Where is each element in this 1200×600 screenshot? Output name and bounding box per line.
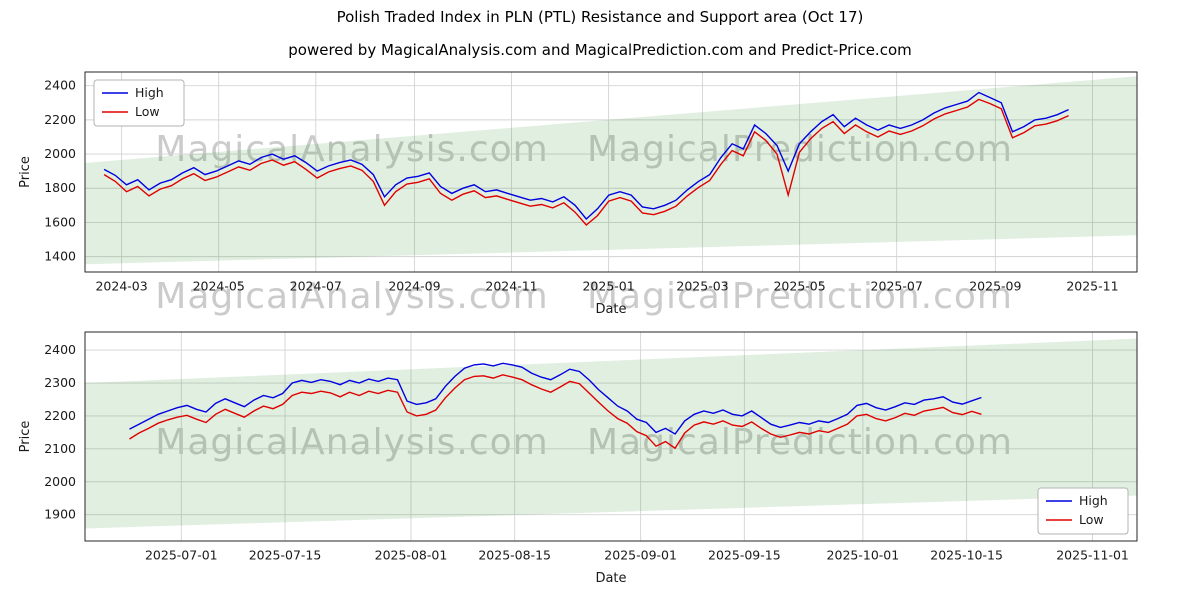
svg-text:2025-03: 2025-03	[676, 279, 728, 294]
svg-text:2025-07-15: 2025-07-15	[249, 548, 322, 563]
top-chart: 2024-03 2024-05 2024-07 2024-09 2024-11 2025-…	[18, 71, 1138, 317]
watermark-text: MagicalPrediction.com	[587, 422, 1013, 463]
svg-text:1800: 1800	[44, 180, 76, 195]
svg-text:1900: 1900	[44, 507, 76, 522]
svg-text:Low: Low	[1079, 512, 1104, 527]
svg-text:2200: 2200	[44, 408, 76, 423]
svg-text:2024-11: 2024-11	[485, 279, 537, 294]
figure-subtitle: powered by MagicalAnalysis.com and Magic…	[288, 41, 912, 59]
svg-text:Date: Date	[595, 571, 626, 586]
svg-text:2025-10-01: 2025-10-01	[827, 548, 900, 563]
svg-text:High: High	[135, 85, 164, 100]
svg-text:2025-09-01: 2025-09-01	[604, 548, 677, 563]
svg-text:2025-09: 2025-09	[969, 279, 1021, 294]
svg-text:2025-08-15: 2025-08-15	[478, 548, 551, 563]
svg-text:2024-09: 2024-09	[388, 279, 440, 294]
svg-text:2025-01: 2025-01	[582, 279, 634, 294]
bottom-chart-plot: 2025-07-01 2025-07-15 2025-08-01 2025-08-15…	[18, 331, 1138, 586]
svg-text:2025-07-01: 2025-07-01	[145, 548, 218, 563]
svg-text:2024-07: 2024-07	[290, 279, 342, 294]
svg-text:2025-10-15: 2025-10-15	[930, 548, 1003, 563]
svg-text:2200: 2200	[44, 112, 76, 127]
svg-text:2300: 2300	[44, 375, 76, 390]
svg-text:Date: Date	[595, 302, 626, 317]
svg-text:1400: 1400	[44, 249, 76, 264]
svg-text:2100: 2100	[44, 441, 76, 456]
svg-text:2000: 2000	[44, 474, 76, 489]
svg-text:2024-05: 2024-05	[193, 279, 245, 294]
svg-text:2024-03: 2024-03	[95, 279, 147, 294]
bottom-chart: 2025-07-01 2025-07-15 2025-08-01 2025-08-15…	[18, 331, 1138, 586]
svg-text:Price: Price	[18, 156, 33, 188]
watermark-text: MagicalAnalysis.com	[155, 129, 549, 170]
svg-text:1600: 1600	[44, 214, 76, 229]
figure-title: Polish Traded Index in PLN (PTL) Resista…	[336, 8, 864, 26]
watermark-text: MagicalAnalysis.com	[155, 422, 549, 463]
svg-text:2400: 2400	[44, 342, 76, 357]
svg-text:2025-11-01: 2025-11-01	[1056, 548, 1129, 563]
svg-text:2025-09-15: 2025-09-15	[708, 548, 781, 563]
svg-text:High: High	[1079, 493, 1108, 508]
watermark-text: MagicalPrediction.com	[587, 276, 1013, 317]
svg-text:2025-05: 2025-05	[773, 279, 825, 294]
watermark-text: MagicalAnalysis.com	[155, 276, 549, 317]
svg-text:2400: 2400	[44, 78, 76, 93]
top-chart-plot: 2024-03 2024-05 2024-07 2024-09 2024-11 2025-…	[18, 71, 1138, 317]
svg-text:2025-07: 2025-07	[871, 279, 923, 294]
svg-text:Low: Low	[135, 104, 160, 119]
svg-text:2000: 2000	[44, 146, 76, 161]
svg-text:Price: Price	[18, 421, 33, 453]
svg-text:2025-08-01: 2025-08-01	[375, 548, 448, 563]
svg-text:2025-11: 2025-11	[1066, 279, 1118, 294]
